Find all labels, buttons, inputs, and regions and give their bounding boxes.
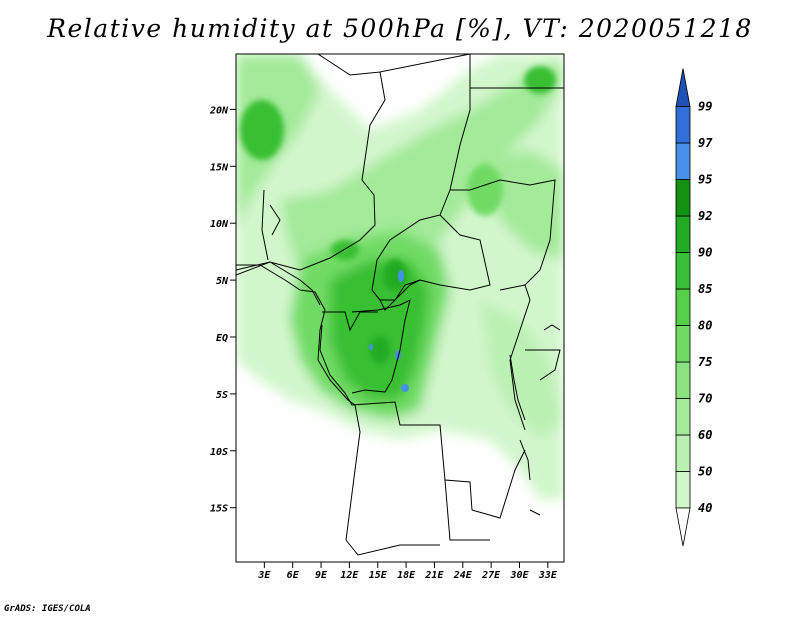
humidity-patch bbox=[240, 100, 284, 160]
border-line bbox=[236, 261, 321, 306]
border-line bbox=[322, 311, 378, 332]
lon-tick-label: 9E bbox=[315, 570, 328, 581]
lat-tick-label: 5N bbox=[216, 276, 229, 287]
humidity-patch bbox=[370, 336, 390, 364]
coastline bbox=[371, 279, 421, 311]
lon-tick-label: 18E bbox=[397, 570, 416, 581]
border-line bbox=[345, 404, 440, 556]
humidity-patch bbox=[524, 66, 556, 94]
latitude-axis: 20N 15N 10N 5N EQ 5S 10S 15S bbox=[209, 105, 236, 515]
border-line bbox=[450, 179, 556, 286]
border-line bbox=[499, 284, 531, 431]
colorbar: 40 50 60 70 75 80 85 90 92 95 97 99 bbox=[675, 68, 713, 547]
humidity-blue-patch bbox=[369, 344, 373, 350]
colorbar-label: 75 bbox=[698, 355, 712, 369]
footer-credit: GrADS: IGES/COLA bbox=[4, 604, 91, 614]
lat-tick-label: 20N bbox=[209, 105, 229, 116]
lake-outline bbox=[529, 509, 541, 516]
colorbar-top-triangle bbox=[675, 68, 691, 107]
humidity-blue-patch bbox=[401, 384, 409, 392]
colorbar-segment bbox=[675, 361, 691, 399]
colorbar-label: 50 bbox=[698, 465, 712, 479]
colorbar-label: 85 bbox=[698, 282, 712, 296]
chart-title: Relative humidity at 500hPa [%], VT: 202… bbox=[47, 14, 753, 43]
lake-outline bbox=[519, 439, 531, 481]
longitude-axis: 3E 6E 9E 12E 15E 18E 21E 24E 27E 30E 33E bbox=[257, 562, 558, 581]
colorbar-segment bbox=[675, 471, 691, 509]
lon-tick-label: 12E bbox=[340, 570, 359, 581]
lat-tick-label: EQ bbox=[216, 333, 228, 344]
colorbar-segment bbox=[675, 179, 691, 217]
border-line bbox=[525, 349, 561, 381]
border-line bbox=[261, 189, 269, 261]
colorbar-segment bbox=[675, 434, 691, 472]
lon-tick-label: 27E bbox=[481, 570, 501, 581]
lon-tick-label: 30E bbox=[509, 570, 529, 581]
humidity-region-core bbox=[330, 260, 430, 400]
border-line bbox=[444, 479, 490, 541]
colorbar-label: 70 bbox=[698, 392, 712, 406]
border-line bbox=[351, 299, 411, 394]
country-borders bbox=[236, 54, 564, 556]
colorbar-label: 97 bbox=[698, 136, 713, 150]
lon-tick-label: 21E bbox=[424, 570, 444, 581]
lon-tick-label: 15E bbox=[369, 570, 388, 581]
colorbar-label: 92 bbox=[698, 209, 712, 223]
colorbar-segment bbox=[675, 398, 691, 436]
border-line bbox=[269, 204, 281, 236]
colorbar-segment bbox=[675, 142, 691, 180]
colorbar-segment bbox=[675, 288, 691, 326]
border-line bbox=[371, 214, 491, 301]
colorbar-segment bbox=[675, 106, 691, 144]
lat-tick-label: 5S bbox=[216, 390, 228, 401]
humidity-patch bbox=[467, 164, 503, 216]
colorbar-label: 60 bbox=[698, 428, 712, 442]
colorbar-label: 95 bbox=[698, 173, 712, 187]
colorbar-segment bbox=[675, 252, 691, 290]
humidity-field bbox=[236, 54, 564, 562]
map-frame bbox=[235, 53, 565, 563]
lake-outline bbox=[543, 324, 561, 331]
humidity-blue-patch bbox=[398, 270, 404, 282]
lon-tick-label: 6E bbox=[287, 570, 300, 581]
humidity-patch bbox=[383, 259, 407, 291]
colorbar-segment bbox=[675, 325, 691, 363]
coastline bbox=[236, 264, 356, 406]
lon-tick-label: 24E bbox=[453, 570, 473, 581]
lat-tick-label: 10S bbox=[210, 447, 228, 458]
colorbar-segment bbox=[675, 215, 691, 253]
lake-outline bbox=[509, 354, 526, 421]
colorbar-label: 99 bbox=[698, 100, 712, 114]
colorbar-bottom-triangle bbox=[675, 507, 691, 547]
humidity-region-east bbox=[480, 150, 564, 260]
border-line bbox=[471, 449, 526, 519]
colorbar-label: 80 bbox=[698, 319, 712, 333]
lon-tick-label: 33E bbox=[538, 570, 558, 581]
humidity-region-southeast bbox=[480, 300, 564, 440]
lat-tick-label: 10N bbox=[210, 219, 229, 230]
lon-tick-label: 3E bbox=[257, 570, 271, 581]
lat-tick-label: 15S bbox=[210, 504, 228, 515]
colorbar-label: 40 bbox=[698, 501, 712, 515]
border-line bbox=[371, 54, 471, 291]
border-line bbox=[319, 324, 473, 511]
colorbar-label: 90 bbox=[698, 246, 712, 260]
lat-tick-label: 15N bbox=[210, 162, 229, 173]
